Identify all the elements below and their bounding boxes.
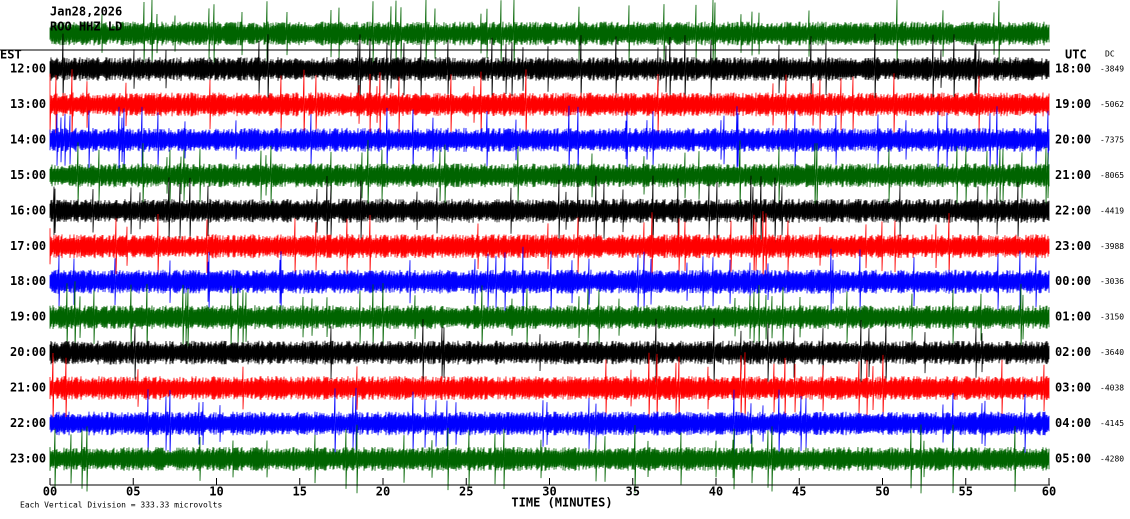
utc-time: 23:00 — [1055, 239, 1091, 253]
x-tick-label: 00 — [43, 485, 57, 499]
trace — [49, 424, 1050, 494]
dc-value: -3036 — [1100, 277, 1124, 286]
trace — [49, 352, 1050, 424]
utc-time: 22:00 — [1055, 203, 1091, 217]
x-label: TIME (MINUTES) — [511, 496, 612, 510]
utc-time: 21:00 — [1055, 168, 1091, 182]
x-tick-label: 25 — [459, 485, 473, 499]
local-time: 13:00 — [10, 97, 46, 111]
dc-value: -4145 — [1100, 419, 1124, 428]
left-title: EST — [0, 48, 22, 62]
utc-time: 00:00 — [1055, 274, 1091, 288]
x-tick-label: 35 — [626, 485, 640, 499]
trace — [49, 0, 1050, 69]
local-time: 16:00 — [10, 203, 46, 217]
x-tick-label: 30 — [542, 485, 556, 499]
trace — [49, 69, 1050, 140]
right-title: UTC — [1065, 48, 1087, 62]
trace — [49, 139, 1050, 211]
x-tick-label: 05 — [126, 485, 140, 499]
local-time: 17:00 — [10, 239, 46, 253]
x-tick-label: 60 — [1042, 485, 1056, 499]
utc-time: 18:00 — [1055, 62, 1091, 76]
trace — [49, 281, 1050, 354]
traces — [49, 0, 1050, 494]
footer: Each Vertical Division = 333.33 microvol… — [20, 501, 222, 510]
x-tick-label: 45 — [792, 485, 806, 499]
x-tick-label: 40 — [709, 485, 723, 499]
trace — [49, 175, 1050, 247]
utc-time: 02:00 — [1055, 345, 1091, 359]
dc-value: -7375 — [1100, 135, 1124, 144]
dc-value: -4419 — [1100, 206, 1124, 215]
x-tick-label: 55 — [959, 485, 973, 499]
trace — [49, 246, 1050, 317]
local-time: 22:00 — [10, 416, 46, 430]
local-time: 21:00 — [10, 381, 46, 395]
dc-title: DC — [1105, 50, 1115, 59]
dc-value: -3640 — [1100, 348, 1124, 357]
dc-value: -5062 — [1100, 100, 1124, 109]
dc-value: -8065 — [1100, 171, 1124, 180]
x-tick-label: 20 — [376, 485, 390, 499]
local-time: 14:00 — [10, 132, 46, 146]
local-time: 12:00 — [10, 62, 46, 76]
header-line: ROO HHZ LD — [50, 20, 122, 34]
x-tick-label: 15 — [293, 485, 307, 499]
trace — [49, 211, 1050, 282]
utc-time: 03:00 — [1055, 381, 1091, 395]
utc-time: 20:00 — [1055, 132, 1091, 146]
dc-value: -4038 — [1100, 384, 1124, 393]
trace — [49, 33, 1050, 105]
utc-time: 05:00 — [1055, 451, 1091, 465]
x-tick-label: 10 — [209, 485, 223, 499]
trace — [49, 318, 1050, 388]
dc-value: -3849 — [1100, 65, 1124, 74]
local-time: 18:00 — [10, 274, 46, 288]
dc-value: -3150 — [1100, 313, 1124, 322]
local-time: 15:00 — [10, 168, 46, 182]
header-line: Jan28,2026 — [50, 5, 122, 19]
dc-value: -4280 — [1100, 454, 1124, 463]
local-time: 23:00 — [10, 451, 46, 465]
trace — [49, 105, 1050, 175]
trace — [49, 387, 1050, 460]
dc-value: -3988 — [1100, 242, 1124, 251]
utc-time: 04:00 — [1055, 416, 1091, 430]
local-time: 19:00 — [10, 310, 46, 324]
utc-time: 19:00 — [1055, 97, 1091, 111]
local-time: 20:00 — [10, 345, 46, 359]
utc-time: 01:00 — [1055, 310, 1091, 324]
x-tick-label: 50 — [875, 485, 889, 499]
